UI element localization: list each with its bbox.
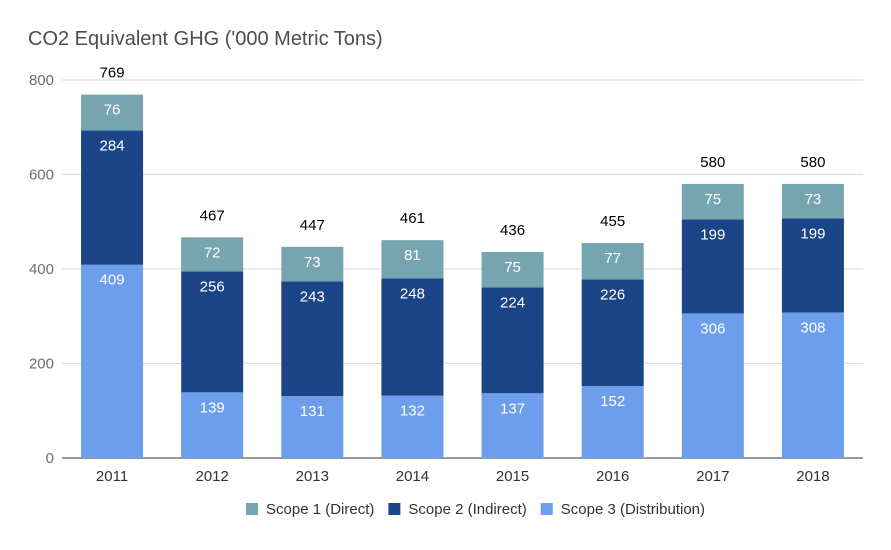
x-tick-label: 2014 (396, 468, 429, 485)
y-tick-label: 0 (46, 450, 54, 467)
bar-segment (581, 386, 644, 458)
bar-segment (481, 287, 544, 394)
x-tick-label: 2017 (696, 468, 729, 485)
y-tick-label: 200 (29, 356, 54, 373)
total-label: 580 (800, 154, 825, 171)
bar-segment (281, 281, 344, 397)
total-label: 461 (400, 210, 425, 227)
total-label: 447 (300, 217, 325, 234)
bar-segment (681, 219, 744, 314)
x-tick-label: 2016 (596, 468, 629, 485)
y-tick-label: 600 (29, 167, 54, 184)
bar-segment (481, 393, 544, 458)
data-label: 284 (100, 138, 125, 155)
y-tick-label: 400 (29, 261, 54, 278)
data-label: 75 (504, 259, 521, 276)
data-label: 77 (604, 250, 621, 267)
bar-segment (781, 218, 844, 313)
data-label: 248 (400, 285, 425, 302)
bar-segment (281, 396, 344, 458)
bar-segment (581, 279, 644, 387)
total-label: 455 (600, 213, 625, 230)
data-label: 306 (700, 320, 725, 337)
data-label: 139 (200, 399, 225, 416)
legend-label: Scope 1 (Direct) (266, 501, 374, 518)
total-label: 467 (200, 207, 225, 224)
data-label: 73 (304, 254, 321, 271)
x-tick-label: 2018 (796, 468, 829, 485)
x-tick-label: 2013 (296, 468, 329, 485)
legend-label: Scope 3 (Distribution) (561, 501, 705, 518)
bar-segment (681, 313, 744, 458)
data-label: 81 (404, 247, 421, 264)
data-label: 199 (700, 226, 725, 243)
bar-segment (81, 130, 144, 265)
legend-swatch (388, 503, 401, 515)
y-tick-label: 800 (29, 72, 54, 89)
bar-segment (381, 395, 444, 458)
data-label: 152 (600, 393, 625, 410)
bar-segment (381, 278, 444, 396)
legend-label: Scope 2 (Indirect) (408, 501, 526, 518)
data-label: 224 (500, 294, 525, 311)
data-label: 226 (600, 286, 625, 303)
bar-segment (281, 246, 344, 282)
bar-segment (81, 264, 144, 458)
data-label: 199 (800, 225, 825, 242)
bar-segment (781, 183, 844, 219)
x-tick-label: 2015 (496, 468, 529, 485)
data-label: 308 (800, 319, 825, 336)
bar-segment (81, 94, 144, 131)
total-label: 580 (700, 154, 725, 171)
bar-segment (381, 240, 444, 279)
bar-segment (181, 271, 244, 393)
legend-swatch (540, 503, 553, 515)
bar-segment (581, 243, 644, 280)
data-label: 73 (805, 191, 822, 208)
bar-segment (781, 312, 844, 458)
data-label: 75 (704, 191, 721, 208)
bar-segment (681, 183, 744, 220)
chart-title: CO2 Equivalent GHG ('000 Metric Tons) (28, 28, 383, 50)
data-label: 131 (300, 403, 325, 420)
data-label: 243 (300, 288, 325, 305)
data-label: 409 (100, 272, 125, 289)
bar-segment (181, 237, 244, 272)
data-label: 72 (204, 244, 221, 261)
data-label: 256 (200, 278, 225, 295)
legend-swatch (246, 503, 258, 515)
bar-segment (181, 392, 244, 458)
x-tick-label: 2011 (96, 468, 128, 485)
total-label: 436 (500, 222, 525, 239)
total-label: 769 (100, 65, 125, 82)
data-label: 132 (400, 403, 425, 420)
bar-segment (481, 251, 544, 288)
x-tick-label: 2012 (196, 468, 229, 485)
data-label: 76 (104, 102, 121, 119)
data-label: 137 (500, 400, 525, 417)
